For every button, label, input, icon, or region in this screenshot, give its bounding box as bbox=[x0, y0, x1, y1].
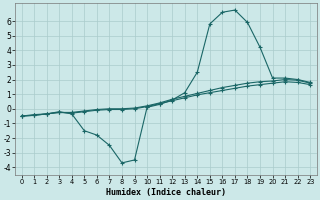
X-axis label: Humidex (Indice chaleur): Humidex (Indice chaleur) bbox=[106, 188, 226, 197]
